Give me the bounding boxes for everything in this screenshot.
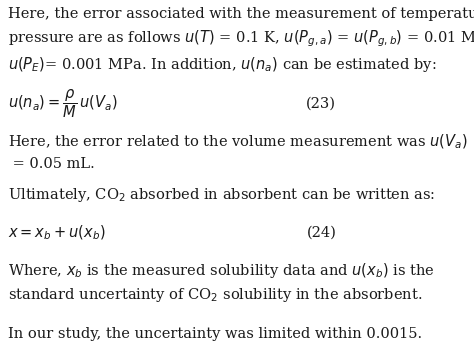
Text: $u\left(n_a\right) = \dfrac{\rho}{M}\,u\left(V_a\right)$: $u\left(n_a\right) = \dfrac{\rho}{M}\,u\… [8, 88, 118, 120]
Text: Here, the error related to the volume measurement was $u(V_a)$: Here, the error related to the volume me… [8, 132, 468, 151]
Text: Ultimately, CO$_2$ absorbed in absorbent can be written as:: Ultimately, CO$_2$ absorbed in absorbent… [8, 186, 436, 204]
Text: (24): (24) [306, 226, 336, 240]
Text: $x = x_b + u\left(x_b\right)$: $x = x_b + u\left(x_b\right)$ [8, 224, 106, 242]
Text: In our study, the uncertainty was limited within 0.0015.: In our study, the uncertainty was limite… [8, 327, 422, 341]
Text: Where, $x_b$ is the measured solubility data and $u(x_b)$ is the: Where, $x_b$ is the measured solubility … [8, 261, 435, 280]
Text: pressure are as follows $u(T)$ = 0.1 K, $u(P_{g,a})$ = $u(P_{g,b})$ = 0.01 MPa,: pressure are as follows $u(T)$ = 0.1 K, … [8, 29, 474, 49]
Text: $u(P_E)$= 0.001 MPa. In addition, $u(n_a)$ can be estimated by:: $u(P_E)$= 0.001 MPa. In addition, $u(n_a… [8, 55, 437, 74]
Text: = 0.05 mL.: = 0.05 mL. [8, 157, 95, 171]
Text: (23): (23) [306, 97, 336, 111]
Text: Here, the error associated with the measurement of temperature,: Here, the error associated with the meas… [8, 7, 474, 21]
Text: standard uncertainty of CO$_2$ solubility in the absorbent.: standard uncertainty of CO$_2$ solubilit… [8, 286, 423, 304]
